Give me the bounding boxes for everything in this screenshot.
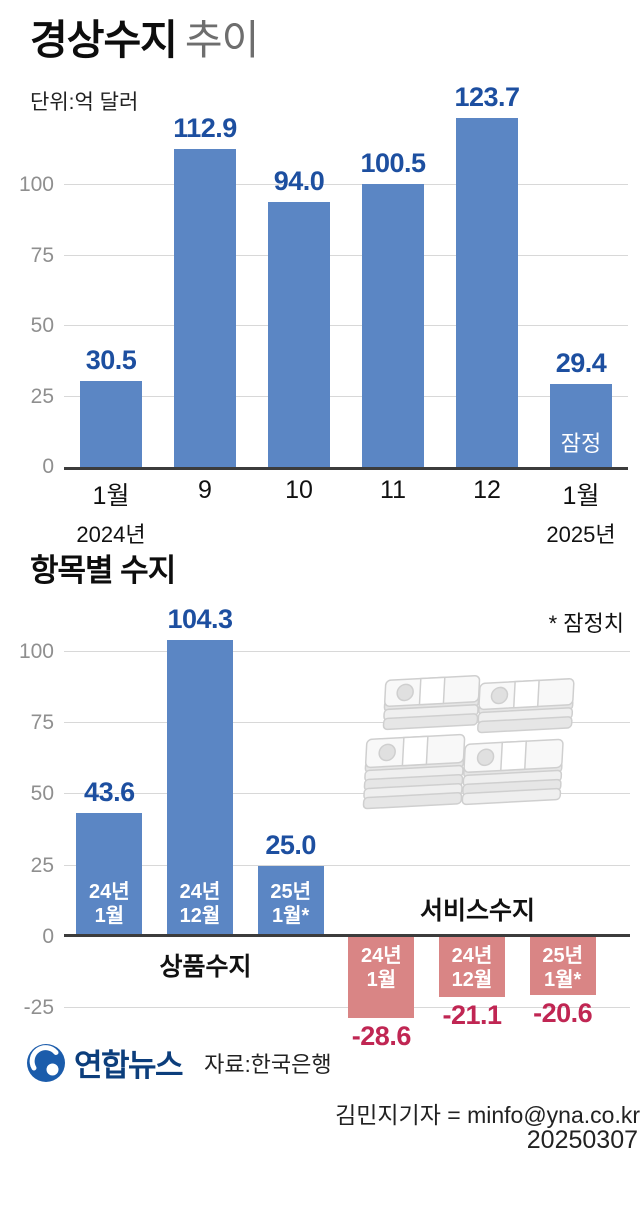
bar: [268, 202, 330, 467]
provisional-bar-label: 잠정: [560, 431, 602, 456]
source-label: 자료:한국은행: [204, 1051, 332, 1077]
bar-value-label: -20.6: [533, 998, 593, 1029]
bar-slot-jan2025: 29.4 잠정: [534, 112, 628, 467]
bar-slot-dec: 123.7: [440, 82, 534, 467]
goods-balance-group: 43.6 24년 1월 104.3 24년 12월 25.0 25년 1월*: [64, 604, 336, 1045]
bar: [456, 118, 518, 467]
page-title: 경상수지 추이: [30, 16, 259, 65]
zero-axis-line: [64, 933, 630, 937]
bar-value-label: 43.6: [84, 776, 135, 807]
bar-slot-nov: 100.5: [346, 112, 440, 467]
bar-period-label: 25년 1월*: [270, 880, 311, 928]
yonhap-brand: 연합뉴스 자료:한국은행: [26, 1040, 332, 1085]
x-label: 12: [473, 476, 501, 504]
yonhap-logo-icon: [27, 1043, 65, 1082]
bar: 24년 1월: [76, 812, 143, 937]
gridline: [64, 325, 628, 327]
services-balance-group: -28.6 24년 1월 -21.1 24년 12월 -20.6 25년 1월*: [336, 632, 630, 1051]
group-label-goods: 상품수지: [159, 952, 252, 981]
reporter-credit: 김민지기자 = minfo@yna.co.kr: [335, 1102, 640, 1128]
bar-value-label: -21.1: [442, 999, 502, 1030]
axis-tick-label: -25: [23, 995, 54, 1019]
bar: [362, 183, 424, 467]
bar: 24년 1월: [348, 936, 415, 1019]
bar: [80, 381, 142, 467]
x-label: 1월 2025년: [546, 482, 616, 547]
bar-slot-jan2024: 30.5: [64, 112, 158, 467]
bar-value-label: -28.6: [351, 1021, 412, 1052]
bar-slot: 104.3 24년 12월: [155, 604, 246, 1045]
x-label: 11: [380, 476, 406, 504]
bar: 24년 12월: [167, 639, 233, 937]
axis-tick-label: 0: [42, 924, 54, 948]
bar: [174, 148, 236, 467]
bar: 24년 12월: [439, 936, 505, 997]
x-label: 9: [198, 476, 212, 504]
bar-slot-oct: 94.0: [252, 112, 346, 467]
bar-period-label: 25년 1월*: [542, 944, 583, 992]
bar-value-label: 123.7: [454, 82, 520, 113]
bar-value-label: 29.4: [555, 348, 607, 379]
gridline: [64, 1006, 630, 1008]
axis-tick-label: 100: [18, 173, 54, 197]
axis-tick-label: 25: [30, 853, 54, 877]
bar-value-label: 104.3: [167, 603, 233, 634]
date-stamp: 20250307: [526, 1126, 638, 1154]
gridline: [64, 793, 630, 795]
gridline: [64, 650, 630, 652]
x-label: 10: [285, 476, 313, 504]
bar-slot-sep: 112.9: [158, 112, 252, 467]
yonhap-logo-text: 연합뉴스: [74, 1048, 184, 1083]
bar: 잠정: [550, 384, 612, 467]
bar-value-label: 30.5: [85, 345, 137, 376]
group-label-services: 서비스수지: [419, 896, 535, 925]
axis-tick-label: 100: [18, 639, 54, 663]
x-label: 1월 2024년: [76, 482, 146, 547]
section-title: 항목별 수지: [30, 553, 176, 588]
bar-slot: -28.6 24년 1월: [336, 632, 427, 1051]
bar: 25년 1월*: [529, 936, 596, 996]
bar-groups: 43.6 24년 1월 104.3 24년 12월 25.0 25년 1월* -…: [64, 604, 630, 1051]
bar-slot: -21.1 24년 12월: [427, 632, 518, 1045]
money-stacks-illustration: [362, 674, 575, 810]
bar-slot: 25.0 25년 1월*: [245, 632, 336, 1045]
page-title-main: 경상수지: [30, 17, 178, 63]
axis-tick-label: 0: [42, 455, 54, 478]
bar-value-label: 112.9: [173, 112, 237, 143]
current-account-chart: 30.5 112.9 94.0 100.5 123.7 29.4 잠정: [19, 82, 628, 478]
bar-period-label: 24년 1월: [361, 944, 402, 992]
bar-slots: 30.5 112.9 94.0 100.5 123.7 29.4 잠정: [64, 82, 628, 467]
axis-tick-label: 75: [30, 243, 54, 267]
x-axis-labels: 1월 2024년 9 10 11 12 1월 2025년: [64, 476, 628, 549]
bar-slot: -20.6 25년 1월*: [517, 632, 608, 1045]
bar-value-label: 25.0: [265, 829, 316, 860]
axis-tick-label: 50: [30, 782, 54, 806]
bar-period-label: 24년 12월: [451, 944, 493, 992]
gridline: [64, 864, 630, 866]
gridline: [64, 722, 630, 724]
bar-value-label: 94.0: [273, 166, 325, 197]
bar-period-label: 24년 1월: [89, 880, 130, 928]
component-balance-chart: 43.6 24년 1월 104.3 24년 12월 25.0 25년 1월* -…: [19, 604, 630, 1051]
gridline: [64, 254, 628, 256]
bar-period-label: 24년 12월: [179, 880, 221, 928]
axis-tick-label: 75: [30, 711, 54, 735]
gridline: [64, 184, 628, 186]
page-title-sub: 추이: [184, 17, 259, 63]
gridline: [64, 395, 628, 397]
axis-tick-label: 25: [30, 384, 54, 408]
bar: 25년 1월*: [257, 865, 324, 937]
provisional-note: * 잠정치: [548, 611, 624, 636]
unit-label: 단위:억 달러: [30, 91, 139, 114]
axis-tick-label: 50: [30, 314, 54, 338]
bar-value-label: 100.5: [360, 147, 426, 178]
bar-slot: 43.6 24년 1월: [64, 632, 155, 1045]
